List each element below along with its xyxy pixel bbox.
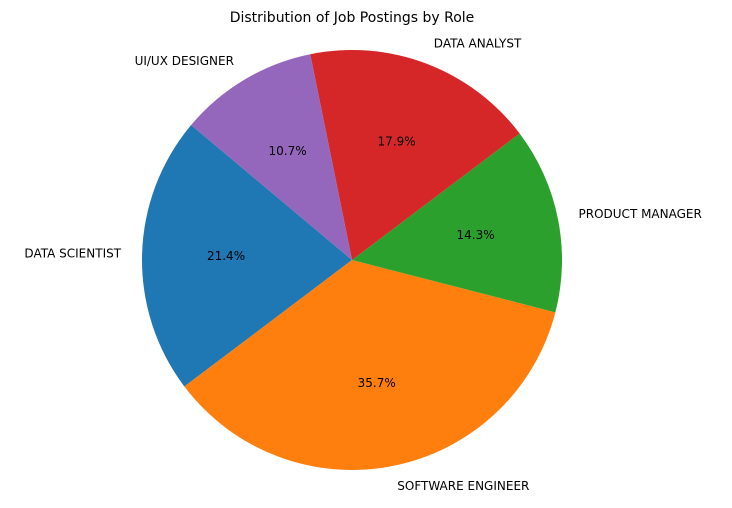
slice-label-ui-ux-designer: UI/UX DESIGNER: [135, 54, 234, 68]
pie-slice-data-scientist: [141, 125, 352, 387]
slice-percent-data-scientist: 21.4%: [207, 249, 245, 263]
pie-slice-software-engineer: [184, 260, 556, 471]
pie-slice-ui-ux-designer: [191, 54, 352, 261]
slice-percent-data-analyst: 17.9%: [378, 135, 416, 149]
slice-label-product-manager: PRODUCT MANAGER: [579, 207, 702, 221]
labels-layer: DATA SCIENTIST 21.4% SOFTWARE ENGINEER 35.7…: [24, 36, 701, 493]
slice-label-data-scientist: DATA SCIENTIST: [24, 247, 121, 261]
slice-label-software-engineer: SOFTWARE ENGINEER: [397, 479, 529, 493]
slice-percent-product-manager: 14.3%: [456, 228, 494, 242]
pie-slice-data-analyst: [310, 50, 520, 260]
slice-percent-software-engineer: 35.7%: [358, 376, 396, 390]
pie-slice-product-manager: [352, 133, 562, 313]
slices-layer: [141, 50, 562, 471]
chart-title: Distribution of Job Postings by Role: [230, 10, 475, 26]
slice-percent-ui-ux-designer: 10.7%: [269, 144, 307, 158]
slice-label-data-analyst: DATA ANALYST: [434, 36, 522, 50]
